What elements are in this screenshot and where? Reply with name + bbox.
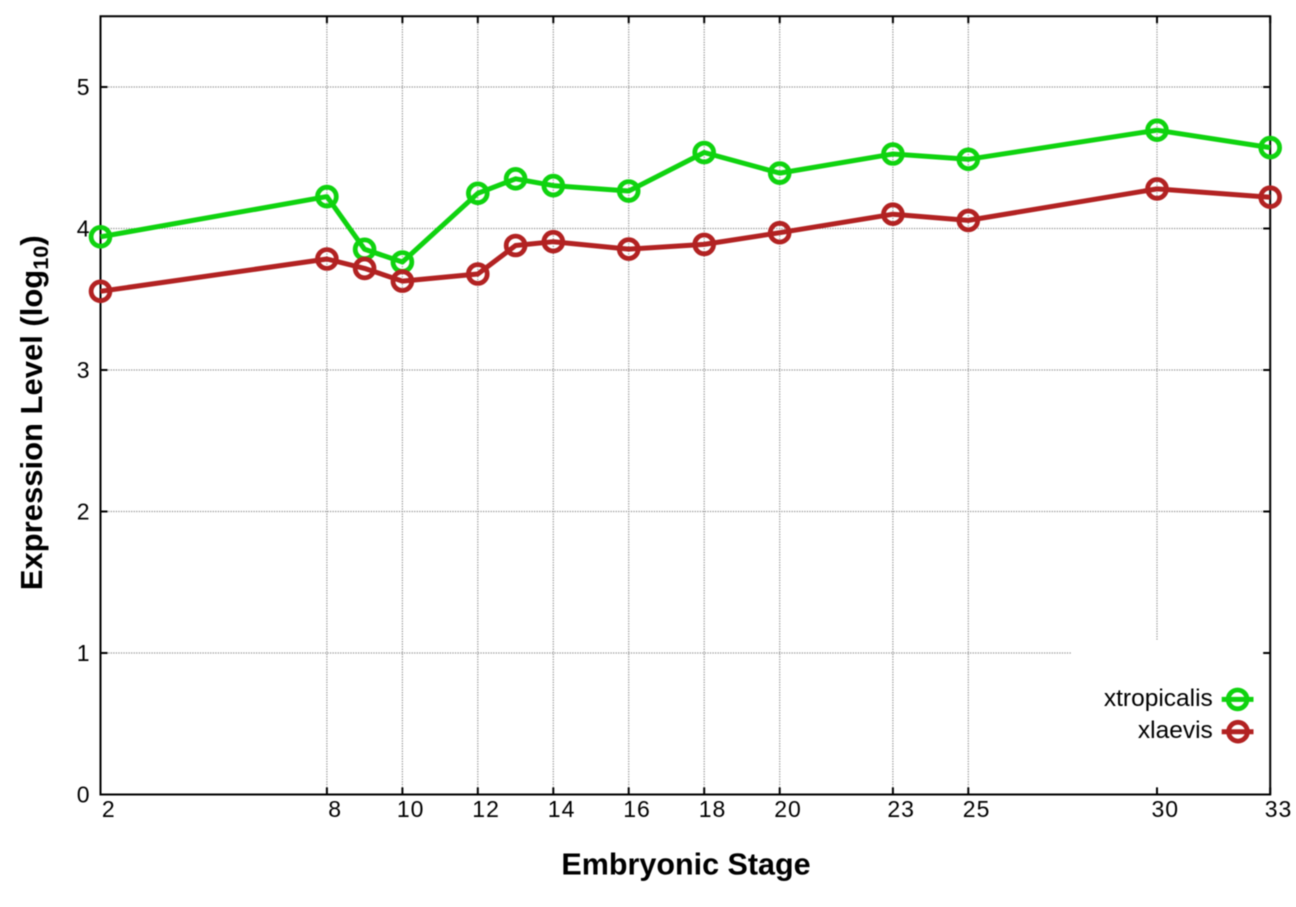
svg-text:0: 0 [77, 781, 91, 807]
svg-text:1: 1 [77, 640, 91, 666]
svg-text:8: 8 [328, 796, 342, 822]
svg-text:2: 2 [77, 498, 91, 524]
svg-text:18: 18 [699, 796, 727, 822]
svg-text:20: 20 [774, 796, 802, 822]
svg-text:xlaevis: xlaevis [1138, 717, 1213, 744]
svg-text:Embryonic Stage: Embryonic Stage [561, 848, 810, 882]
svg-text:16: 16 [623, 796, 651, 822]
svg-text:10: 10 [397, 796, 425, 822]
svg-text:2: 2 [102, 796, 116, 822]
svg-text:12: 12 [472, 796, 500, 822]
svg-text:5: 5 [77, 74, 91, 100]
svg-text:3: 3 [77, 357, 91, 383]
svg-text:Expression Level (log10): Expression Level (log10) [14, 235, 53, 590]
svg-text:33: 33 [1265, 796, 1293, 822]
svg-text:4: 4 [77, 215, 91, 241]
svg-text:25: 25 [963, 796, 991, 822]
svg-text:23: 23 [887, 796, 915, 822]
svg-text:14: 14 [548, 796, 576, 822]
svg-text:xtropicalis: xtropicalis [1104, 685, 1213, 712]
svg-text:30: 30 [1152, 796, 1180, 822]
